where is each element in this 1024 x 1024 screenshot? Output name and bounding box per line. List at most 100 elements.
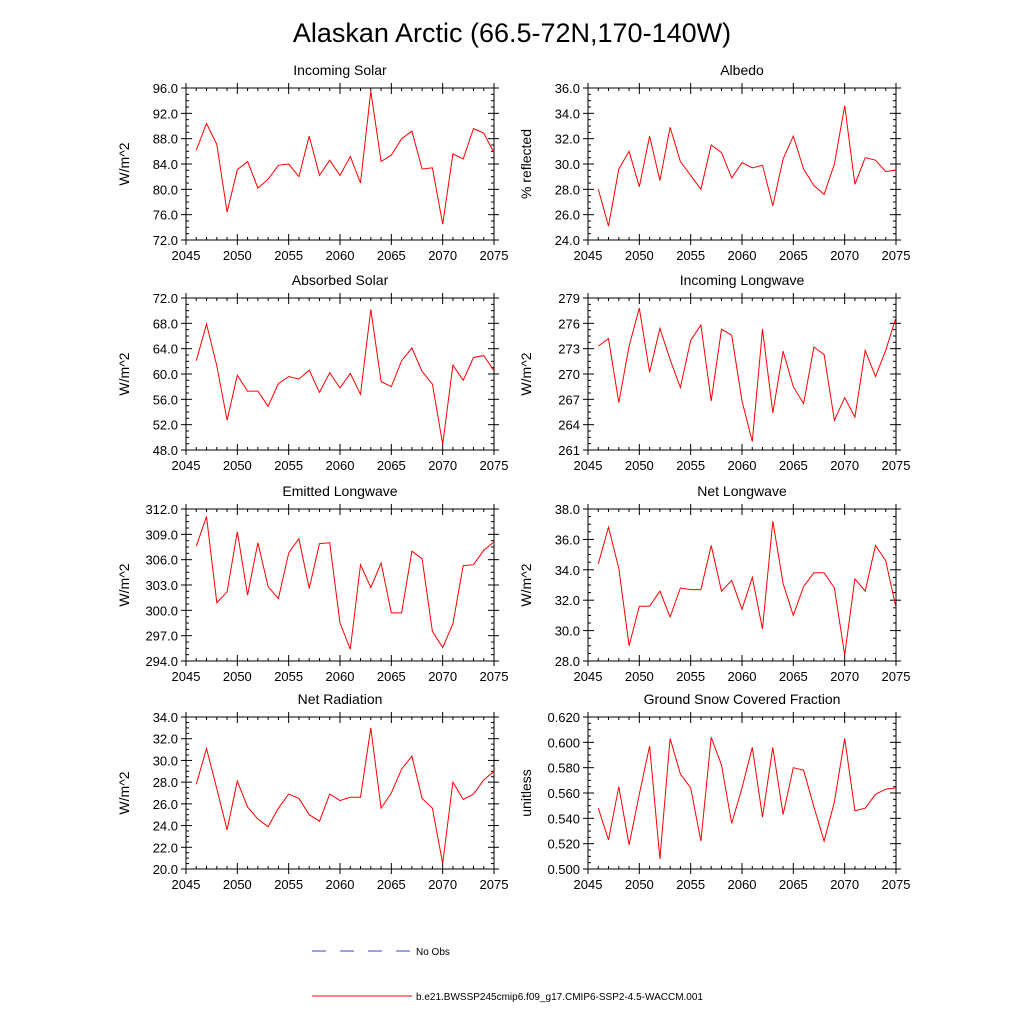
chart-5-ytick-label: 306.0 xyxy=(145,553,178,568)
chart-7-xtick-label: 2060 xyxy=(326,877,355,892)
chart-7-ytick-label: 22.0 xyxy=(153,840,178,855)
chart-4-xtick-label: 2075 xyxy=(882,458,911,473)
chart-2-xtick-label: 2060 xyxy=(728,248,757,263)
chart-8-xtick-label: 2075 xyxy=(882,877,911,892)
chart-5-ytick-label: 309.0 xyxy=(145,527,178,542)
chart-3-panel: Absorbed Solar W/m^2 2045 2050 2055 2060 2065 2… xyxy=(116,272,508,473)
chart-2-panel: Albedo % reflected 2045 2050 2055 2060 2065 207… xyxy=(518,62,910,263)
chart-3-xtick-label: 2065 xyxy=(377,458,406,473)
chart-3-ytick-label: 48.0 xyxy=(153,443,178,458)
chart-5-ytick-label: 300.0 xyxy=(145,603,178,618)
chart-5-xtick-label: 2045 xyxy=(172,669,201,684)
chart-3-ytick-label: 56.0 xyxy=(153,392,178,407)
chart-6-xtick-label: 2060 xyxy=(728,669,757,684)
chart-6-ytick-label: 32.0 xyxy=(555,593,580,608)
chart-6-ytick-label: 28.0 xyxy=(555,654,580,669)
chart-5-xtick-label: 2070 xyxy=(428,669,457,684)
chart-5-xtick-label: 2060 xyxy=(326,669,355,684)
chart-4-title: Incoming Longwave xyxy=(680,272,805,288)
chart-2-xtick-label: 2070 xyxy=(830,248,859,263)
chart-5-ytick-label: 297.0 xyxy=(145,629,178,644)
chart-4-series-line xyxy=(598,307,896,442)
chart-7-ytick-label: 24.0 xyxy=(153,819,178,834)
chart-3-ytick-label: 68.0 xyxy=(153,316,178,331)
chart-8-ytick-label: 0.540 xyxy=(547,811,580,826)
chart-5-ytick-label: 303.0 xyxy=(145,578,178,593)
chart-4-ytick-label: 279 xyxy=(558,291,580,306)
chart-1-xtick-label: 2050 xyxy=(223,248,252,263)
chart-6-title: Net Longwave xyxy=(697,483,787,499)
chart-5-ylabel: W/m^2 xyxy=(116,563,132,606)
chart-2-xtick-label: 2050 xyxy=(625,248,654,263)
chart-7-ytick-label: 20.0 xyxy=(153,862,178,877)
chart-5-panel: Emitted Longwave W/m^2 2045 2050 2055 2060 206… xyxy=(116,483,508,684)
chart-7-ytick-label: 34.0 xyxy=(153,710,178,725)
chart-8-ytick-label: 0.500 xyxy=(547,862,580,877)
chart-2-xtick-label: 2075 xyxy=(882,248,911,263)
chart-4-xtick-label: 2045 xyxy=(574,458,603,473)
chart-2-xtick-label: 2065 xyxy=(779,248,808,263)
chart-7-title: Net Radiation xyxy=(298,691,383,707)
chart-8-xtick-label: 2065 xyxy=(779,877,808,892)
chart-3-series-line xyxy=(195,309,494,445)
chart-1-xtick-label: 2070 xyxy=(428,248,457,263)
chart-2-ytick-label: 32.0 xyxy=(555,132,580,147)
chart-4-ytick-label: 261 xyxy=(558,443,580,458)
chart-4-ytick-label: 267 xyxy=(558,392,580,407)
chart-7-xtick-label: 2045 xyxy=(172,877,201,892)
chart-8-ytick-label: 0.560 xyxy=(547,786,580,801)
chart-2-xtick-label: 2045 xyxy=(574,248,603,263)
chart-6-series-line xyxy=(597,521,896,655)
chart-1-ytick-label: 76.0 xyxy=(153,208,178,223)
chart-7-series-line xyxy=(195,727,494,864)
chart-5-xtick-label: 2075 xyxy=(480,669,509,684)
chart-8-ytick-label: 0.620 xyxy=(547,710,580,725)
chart-1-xtick-label: 2055 xyxy=(274,248,303,263)
chart-2-title: Albedo xyxy=(720,62,764,78)
legend: No Obs b.e21.BWSSP245cmip6.f09_g17.CMIP6… xyxy=(312,947,703,1003)
chart-5-xtick-label: 2065 xyxy=(377,669,406,684)
chart-7-xtick-label: 2055 xyxy=(274,877,303,892)
chart-8-series-line xyxy=(597,737,896,859)
figure-title: Alaskan Arctic (66.5-72N,170-140W) xyxy=(293,18,731,48)
chart-6-xtick-label: 2045 xyxy=(574,669,603,684)
chart-8-xtick-label: 2060 xyxy=(728,877,757,892)
chart-6-xtick-label: 2050 xyxy=(625,669,654,684)
chart-4-xtick-label: 2070 xyxy=(830,458,859,473)
chart-3-xtick-label: 2055 xyxy=(274,458,303,473)
chart-3-xtick-label: 2075 xyxy=(480,458,509,473)
chart-1-series-line xyxy=(195,91,494,225)
chart-2-ytick-label: 34.0 xyxy=(555,106,580,121)
chart-1-ytick-label: 72.0 xyxy=(153,233,178,248)
chart-3-xtick-label: 2060 xyxy=(326,458,355,473)
chart-5-xtick-label: 2050 xyxy=(223,669,252,684)
panel-grid: Incoming Solar W/m^2 2045 2050 2055 2060 2065 2… xyxy=(116,62,910,892)
chart-7-xtick-label: 2075 xyxy=(480,877,509,892)
chart-5-ytick-label: 312.0 xyxy=(145,502,178,517)
chart-5-ytick-label: 294.0 xyxy=(145,654,178,669)
chart-8-ytick-label: 0.580 xyxy=(547,761,580,776)
chart-3-ytick-label: 64.0 xyxy=(153,342,178,357)
legend-no-obs-label: No Obs xyxy=(416,947,450,958)
chart-7-xtick-label: 2065 xyxy=(377,877,406,892)
chart-6-ytick-label: 36.0 xyxy=(555,532,580,547)
chart-3-xtick-label: 2070 xyxy=(428,458,457,473)
chart-1-xtick-label: 2060 xyxy=(326,248,355,263)
chart-6-ytick-label: 34.0 xyxy=(555,563,580,578)
chart-4-xtick-label: 2060 xyxy=(728,458,757,473)
chart-7-ytick-label: 32.0 xyxy=(153,732,178,747)
chart-6-panel: Net Longwave W/m^2 2045 2050 2055 2060 2065 207… xyxy=(518,483,910,684)
chart-1-ytick-label: 84.0 xyxy=(153,157,178,172)
chart-2-ytick-label: 26.0 xyxy=(555,208,580,223)
chart-2-series-line xyxy=(597,105,896,227)
chart-6-xtick-label: 2075 xyxy=(882,669,911,684)
chart-8-xtick-label: 2070 xyxy=(830,877,859,892)
chart-5-xtick-label: 2055 xyxy=(274,669,303,684)
chart-4-xtick-label: 2055 xyxy=(676,458,705,473)
chart-3-xtick-label: 2050 xyxy=(223,458,252,473)
chart-3-xtick-label: 2045 xyxy=(172,458,201,473)
chart-5-title: Emitted Longwave xyxy=(282,483,397,499)
chart-7-ytick-label: 26.0 xyxy=(153,797,178,812)
chart-2-ylabel: % reflected xyxy=(518,129,534,199)
chart-2-ytick-label: 36.0 xyxy=(555,81,580,96)
